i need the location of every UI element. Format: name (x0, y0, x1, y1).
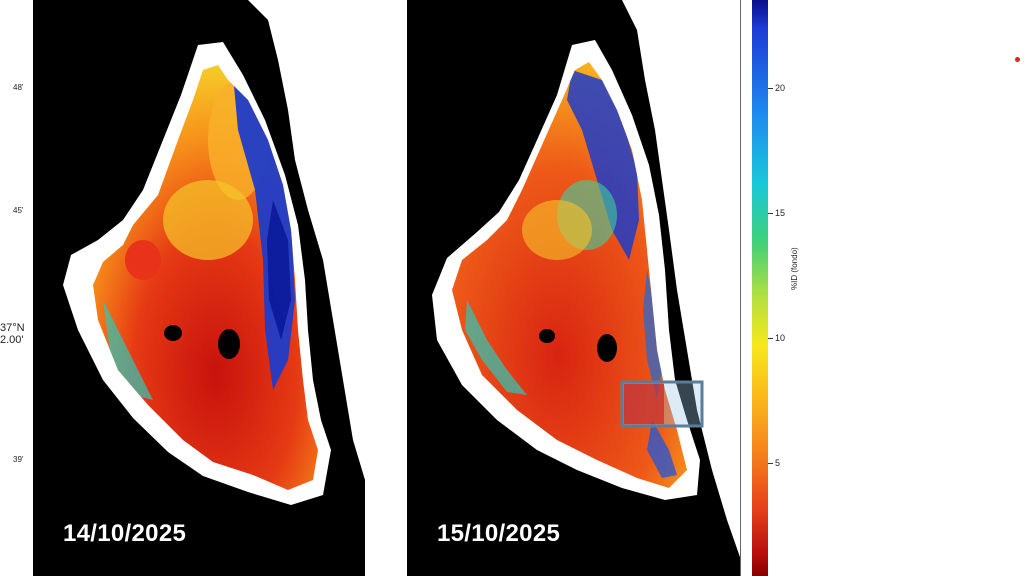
lat-tick-39: 39' (13, 455, 24, 464)
sea-area-right (622, 0, 741, 560)
island-left-2 (218, 329, 240, 359)
island-right-1 (539, 329, 555, 343)
colorbar-label-15: 15 (775, 208, 786, 218)
highlight-box-fill (624, 384, 664, 424)
island-right-2 (597, 334, 617, 362)
colorbar-tick-15 (768, 213, 773, 214)
colorbar-label-20: 20 (775, 83, 786, 93)
colorbar-tick-10 (768, 338, 773, 339)
island-left-1 (164, 325, 182, 341)
lat-tick-48: 48' (13, 83, 24, 92)
colorbar-tick-20 (768, 88, 773, 89)
panel-border-right (740, 0, 741, 576)
colorbar-label-5: 5 (775, 458, 781, 468)
lagoon-map-right (407, 0, 741, 576)
date-label-left: 14/10/2025 (63, 520, 187, 547)
sea-area-left (248, 0, 365, 480)
red-dot-marker (1015, 57, 1020, 62)
colorbar-title: %ID (fondo) (790, 247, 799, 290)
lat-tick-37n: 37°N (0, 322, 25, 334)
colorbar-tick-5 (768, 463, 773, 464)
colorbar (752, 0, 768, 576)
lagoon-map-left (33, 0, 365, 576)
map-panel-left: 14/10/2025 (33, 0, 365, 576)
colorbar-label-10: 10 (775, 333, 786, 343)
map-panel-right: 15/10/2025 (407, 0, 741, 576)
lat-tick-2-00: 2.00' (0, 334, 24, 346)
date-label-right: 15/10/2025 (437, 520, 561, 547)
lat-tick-45: 45' (13, 206, 24, 215)
